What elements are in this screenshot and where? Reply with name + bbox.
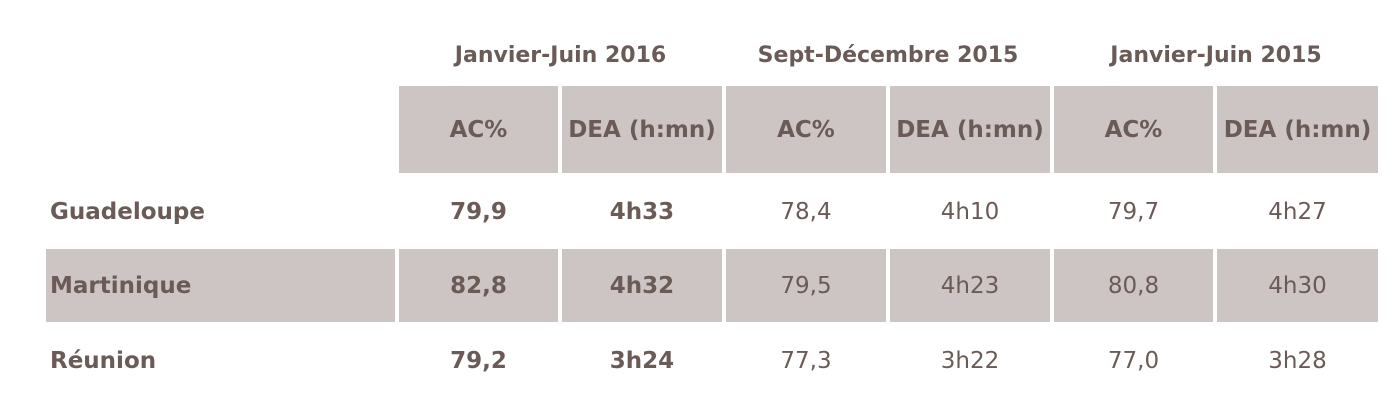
table-cell: 78,4 <box>780 199 832 225</box>
table-cell: 4h10 <box>940 199 1000 225</box>
table-cell: 3h24 <box>609 347 675 374</box>
table-cell: 77,3 <box>780 347 832 374</box>
table-cell: 4h32 <box>562 249 722 322</box>
table-cell: 77,0 <box>1107 347 1160 374</box>
table-cell: 79,5 <box>726 249 886 322</box>
row-label: Guadeloupe <box>50 199 205 225</box>
table-cell: 4h27 <box>1268 199 1327 225</box>
table-cell: 4h33 <box>609 199 675 225</box>
column-header: AC% <box>399 86 558 173</box>
period-header: Sept-Décembre 2015 <box>757 42 1019 68</box>
period-header: Janvier-Juin 2015 <box>1110 42 1322 68</box>
column-header: DEA (h:mn) <box>890 86 1050 173</box>
period-header: Janvier-Juin 2016 <box>454 42 667 68</box>
table-cell: 79,9 <box>450 199 507 225</box>
table-cell: 4h30 <box>1217 249 1378 322</box>
table-cell: 4h23 <box>890 249 1050 322</box>
column-header: AC% <box>1054 86 1213 173</box>
table-cell: 79,2 <box>450 347 507 374</box>
column-header: DEA (h:mn) <box>562 86 722 173</box>
column-header: DEA (h:mn) <box>1217 86 1378 173</box>
table-cell: 3h22 <box>940 347 1000 374</box>
table-cell: 79,7 <box>1107 199 1160 225</box>
table-cell: 80,8 <box>1054 249 1213 322</box>
row-label: Réunion <box>50 347 157 374</box>
table-cell: 3h28 <box>1268 347 1327 374</box>
row-label: Martinique <box>46 249 395 322</box>
column-header: AC% <box>726 86 886 173</box>
table-cell: 82,8 <box>399 249 558 322</box>
